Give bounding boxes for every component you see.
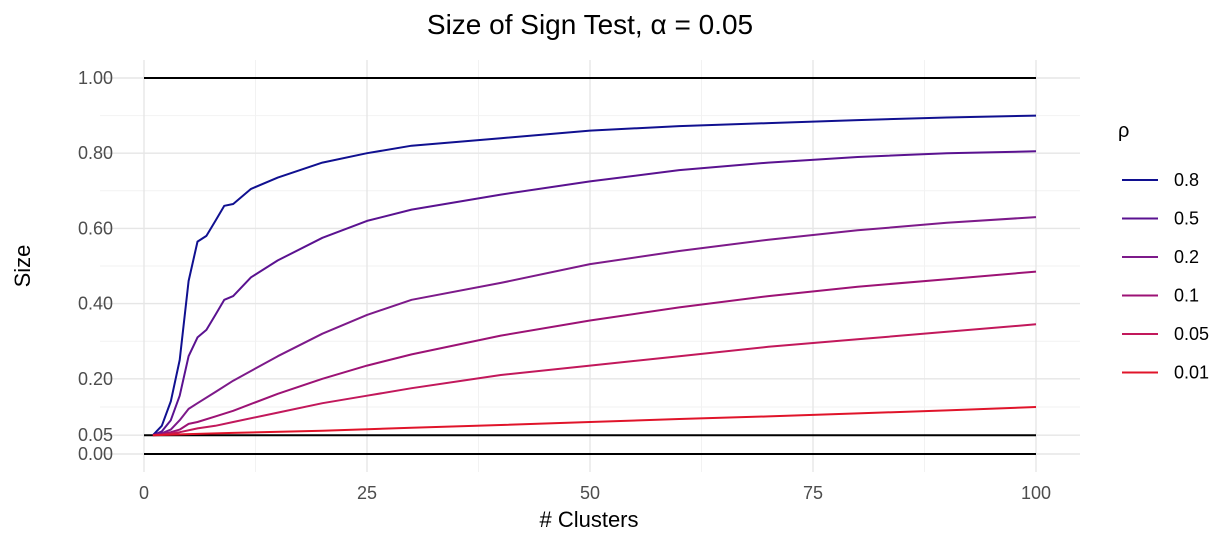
y-axis-label: Size [10,245,35,288]
series-line-0-01 [152,406,1037,437]
legend-label: 0.05 [1174,324,1209,344]
y-tick-label: 0.60 [78,218,113,238]
y-tick-label: 0.40 [78,294,113,314]
series-line-0-8 [152,114,1037,436]
y-tick-label: 0.80 [78,143,113,163]
y-axis-ticks: 0.000.05 0.20 0.40 0.60 0.80 1.00 [78,68,113,464]
x-tick-label: 25 [357,483,377,503]
y-tick-label: 0.20 [78,369,113,389]
y-tick-label: 0.00 [78,444,113,464]
legend-title: ρ [1118,120,1129,142]
grid [100,60,1080,472]
x-tick-label: 100 [1021,483,1051,503]
legend: ρ 0.8 0.5 0.2 0.1 0.05 0.01 [1118,120,1209,383]
legend-label: 0.1 [1174,286,1199,306]
series-lines [152,114,1037,437]
x-axis-label: # Clusters [539,507,638,532]
series-line-0-1 [152,270,1037,437]
legend-label: 0.8 [1174,170,1199,190]
x-tick-label: 75 [803,483,823,503]
legend-label: 0.01 [1174,363,1209,383]
x-axis-ticks: 0 25 50 75 100 [139,483,1051,503]
y-tick-label: 0.05 [78,425,113,445]
series-line-0-05 [152,323,1037,437]
legend-label: 0.2 [1174,247,1199,267]
series-line-0-2 [152,216,1037,437]
x-tick-label: 50 [580,483,600,503]
chart-title: Size of Sign Test, α = 0.05 [427,9,753,40]
x-tick-label: 0 [139,483,149,503]
reference-lines [144,77,1036,455]
legend-label: 0.5 [1174,209,1199,229]
series-line-0-5 [152,150,1037,437]
y-tick-label: 1.00 [78,68,113,88]
